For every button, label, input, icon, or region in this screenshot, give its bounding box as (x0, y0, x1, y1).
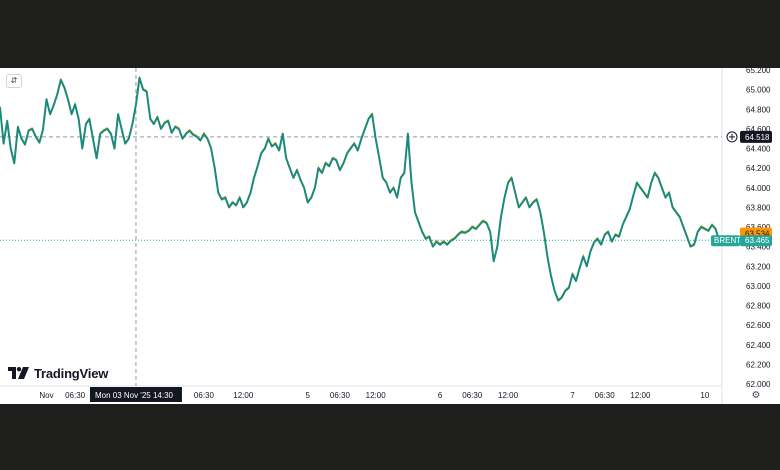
y-tick-label: 63.800 (746, 203, 771, 212)
y-tick-label: 62.200 (746, 360, 771, 369)
x-tick-label: Nov (39, 391, 53, 400)
x-tick-label: 7 (570, 391, 575, 400)
x-tick-label: 06:30 (65, 391, 86, 400)
y-tick-label: 62.600 (746, 321, 771, 330)
y-tick-label: 63.400 (746, 243, 771, 252)
tradingview-logo[interactable]: TradingView (8, 365, 108, 381)
y-tick-label: 65.200 (746, 68, 771, 75)
symbol-label: BRENT (714, 236, 741, 245)
y-tick-label: 62.400 (746, 341, 771, 350)
gear-icon[interactable]: ⚙ (751, 390, 761, 401)
x-tick-labels: Nov06:30406:3012:00506:3012:00606:3012:0… (39, 391, 709, 400)
crosshair-time-label: Mon 03 Nov '25 14:30 (95, 391, 174, 400)
brand-name: TradingView (34, 365, 109, 381)
x-tick-label: 06:30 (462, 391, 483, 400)
y-tick-label: 64.600 (746, 125, 771, 134)
price-chart[interactable]: 65.200 65.000 64.800 64.600 64.400 64.200 64.0… (0, 68, 780, 404)
x-tick-label: 5 (305, 391, 310, 400)
x-tick-label: 06:30 (194, 391, 215, 400)
y-tick-label: 62.000 (746, 380, 771, 389)
crosshair-time-tag: Mon 03 Nov '25 14:30 (89, 387, 182, 402)
chart-panel[interactable]: 65.200 65.000 64.800 64.600 64.400 64.200 64.0… (0, 68, 780, 404)
y-tick-labels: 65.200 65.000 64.800 64.600 64.400 64.200 64.0… (746, 68, 771, 389)
last-price-label: 63.465 (745, 236, 770, 245)
x-tick-label: 12:00 (630, 391, 651, 400)
x-tick-label: 6 (438, 391, 443, 400)
x-tick-label: 10 (700, 391, 709, 400)
x-tick-label: 12:00 (498, 391, 519, 400)
y-tick-label: 63.200 (746, 262, 771, 271)
price-series-highlight (0, 76, 720, 301)
x-tick-label: 06:30 (330, 391, 351, 400)
y-tick-label: 64.000 (746, 184, 771, 193)
crosshair-price-label: 64.518 (745, 133, 770, 142)
x-tick-label: 06:30 (595, 391, 616, 400)
y-tick-label: 64.200 (746, 164, 771, 173)
price-series-line[interactable] (0, 76, 721, 302)
last-price-tag: BRENT 63.465 (711, 235, 772, 247)
plus-circle-icon[interactable] (726, 131, 738, 143)
y-tick-label: 65.000 (746, 86, 771, 95)
tradingview-logo-icon (8, 367, 29, 379)
chevron-up-down-icon[interactable]: ⇵ (6, 74, 22, 88)
y-tick-label: 62.800 (746, 302, 771, 311)
price-axis[interactable] (722, 68, 780, 386)
y-tick-label: 64.800 (746, 105, 771, 114)
crosshair-price-tag: 64.518 (740, 130, 772, 143)
prev-close-label: 63.534 (745, 229, 770, 238)
y-tick-label: 64.400 (746, 145, 771, 154)
x-tick-label: 12:00 (366, 391, 387, 400)
x-tick-label: 12:00 (233, 391, 254, 400)
y-tick-label: 63.000 (746, 282, 771, 291)
